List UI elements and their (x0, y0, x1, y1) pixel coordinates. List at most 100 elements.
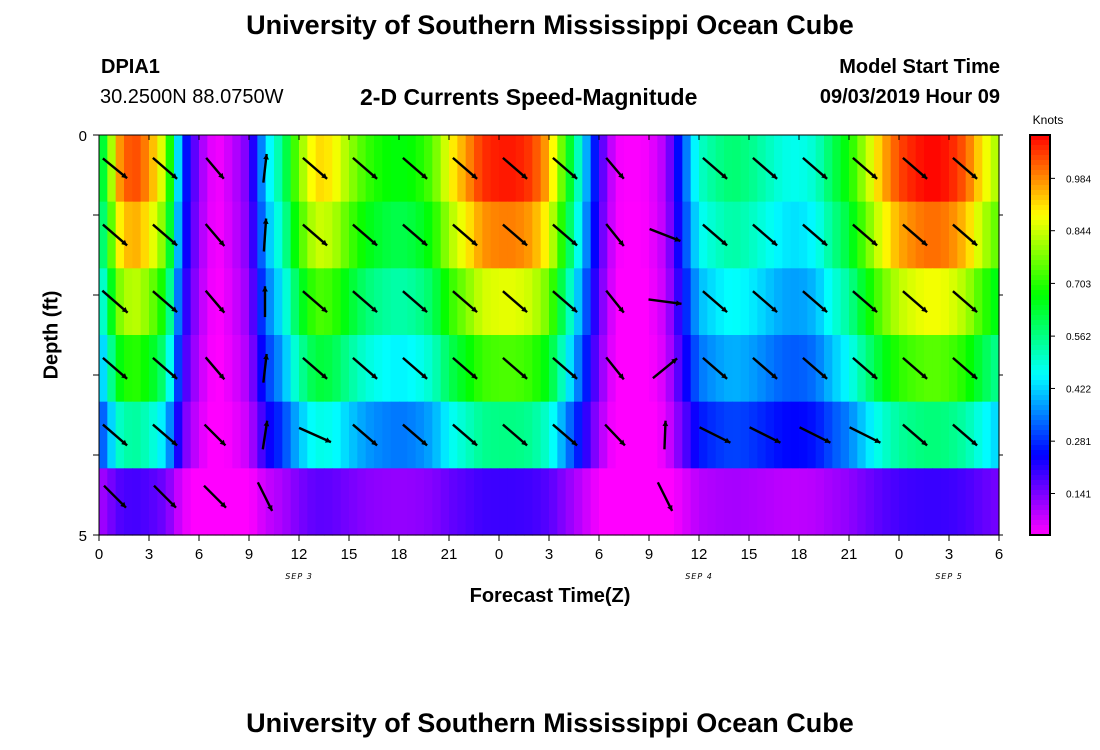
heatmap-cell (174, 268, 183, 336)
heatmap-cell (924, 401, 933, 469)
arrow-shaft (402, 223, 428, 247)
heatmap-cell (890, 135, 900, 203)
heatmap-cell (349, 201, 358, 269)
heatmap-cell (415, 135, 425, 203)
x-tick-label: 3 (145, 546, 153, 563)
current-arrow (402, 356, 428, 380)
heatmap-cell (582, 135, 592, 203)
heatmap-cell (149, 335, 158, 403)
heatmap-cell (432, 401, 442, 469)
heatmap-cell (374, 201, 383, 269)
x-tick-label: 6 (195, 546, 203, 563)
heatmap-cell (265, 135, 275, 203)
arrow-head (171, 239, 178, 246)
heatmap-cell (174, 401, 183, 469)
heatmap-cell (632, 335, 642, 403)
colorbar-segment (1030, 405, 1050, 411)
colorbar-segment (1030, 200, 1050, 206)
current-arrow (752, 356, 778, 380)
current-arrow (952, 223, 978, 247)
heatmap-cell (982, 268, 992, 336)
heatmap-cell (949, 401, 958, 469)
arrow-head (421, 373, 428, 379)
heatmap-cell (649, 335, 658, 403)
arrow-head (121, 439, 128, 446)
heatmap-cell (599, 401, 608, 469)
heatmap-cell (815, 468, 825, 536)
colorbar-segment (1030, 490, 1050, 496)
heatmap-cell (649, 268, 658, 336)
heatmap-cell (240, 201, 250, 269)
heatmap-cell (907, 135, 917, 203)
heatmap-cell (924, 135, 933, 203)
colorbar-segment (1030, 355, 1050, 361)
heatmap-cell (740, 335, 750, 403)
heatmap-cell (807, 268, 817, 336)
heatmap-cell (657, 468, 667, 536)
heatmap-cell (932, 468, 942, 536)
heatmap-cell (432, 468, 442, 536)
heatmap-cell (757, 268, 767, 336)
heatmap-cell (382, 201, 392, 269)
x-tick-label: 21 (441, 546, 458, 563)
heatmap-cell (824, 201, 833, 269)
heatmap-cell (807, 135, 817, 203)
heatmap-cell (440, 468, 450, 536)
arrow-head (220, 501, 226, 508)
heatmap-cell (874, 268, 883, 336)
arrow-head (662, 420, 669, 427)
heatmap-cell (632, 401, 642, 469)
colorbar-segment (1030, 410, 1050, 416)
heatmap-cell (257, 401, 267, 469)
colorbar-segment (1030, 315, 1050, 321)
heatmap-cell (657, 401, 667, 469)
arrow-shaft (902, 223, 928, 247)
heatmap-cell (849, 135, 858, 203)
heatmap-cell (424, 135, 433, 203)
heatmap-cell (174, 135, 183, 203)
current-arrow (452, 156, 478, 180)
current-arrow (102, 423, 128, 447)
heatmap-cell (382, 401, 392, 469)
arrow-head (921, 239, 928, 246)
heatmap-cell (507, 468, 517, 536)
heatmap-cell (265, 401, 275, 469)
heatmap-cell (407, 135, 417, 203)
heatmap-cell (174, 468, 183, 536)
heatmap-cell (399, 201, 408, 269)
heatmap-cell (582, 201, 592, 269)
heatmap-cell (115, 335, 125, 403)
heatmap-cell (157, 401, 167, 469)
arrow-head (218, 172, 224, 179)
heatmap-cell (707, 401, 717, 469)
heatmap-cell (315, 401, 325, 469)
heatmap-cell (990, 135, 1000, 203)
heatmap-cell (657, 335, 667, 403)
heatmap-cell (765, 268, 775, 336)
heatmap-cell (899, 468, 908, 536)
heatmap-cell (974, 468, 983, 536)
heatmap-cell (515, 201, 525, 269)
heatmap-cell (499, 335, 508, 403)
arrow-head (771, 306, 778, 313)
heatmap-cell (749, 401, 758, 469)
current-arrow (752, 290, 778, 314)
heatmap-cell (424, 201, 433, 269)
arrow-head (263, 354, 269, 360)
heatmap-cell (807, 401, 817, 469)
current-arrow (205, 157, 225, 180)
current-arrow (502, 356, 528, 380)
current-vectors (101, 153, 978, 512)
heatmap-cell (557, 335, 567, 403)
heatmap-cell (790, 201, 800, 269)
heatmap-cell (332, 401, 342, 469)
heatmap-cell (490, 468, 500, 536)
current-arrow (102, 356, 128, 380)
heatmap-cell (707, 135, 717, 203)
heatmap-cell (807, 335, 817, 403)
heatmap-cell (407, 401, 417, 469)
colorbar-segment (1030, 475, 1050, 481)
heatmap-cell (732, 135, 742, 203)
arrow-head (721, 306, 728, 313)
heatmap-cell (490, 335, 500, 403)
